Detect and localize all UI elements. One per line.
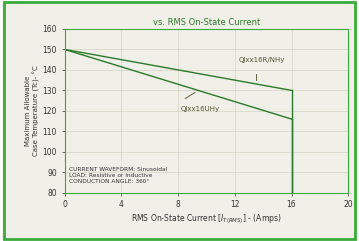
- Text: QJxx16UHy: QJxx16UHy: [181, 106, 220, 112]
- Title: vs. RMS On-State Current: vs. RMS On-State Current: [153, 18, 260, 27]
- X-axis label: RMS On-State Current [$I_{T(RMS)}$] - (Amps): RMS On-State Current [$I_{T(RMS)}$] - (A…: [131, 212, 282, 226]
- Y-axis label: Maximum Allowable
Case Temperature (Tc)- °C: Maximum Allowable Case Temperature (Tc)-…: [25, 66, 40, 156]
- Text: CURRENT WAVEFORM: Sinusoidal
LOAD: Resistive or Inductive
CONDUCTION ANGLE: 360°: CURRENT WAVEFORM: Sinusoidal LOAD: Resis…: [69, 167, 167, 184]
- Text: QJxx16R/NHy: QJxx16R/NHy: [239, 57, 285, 63]
